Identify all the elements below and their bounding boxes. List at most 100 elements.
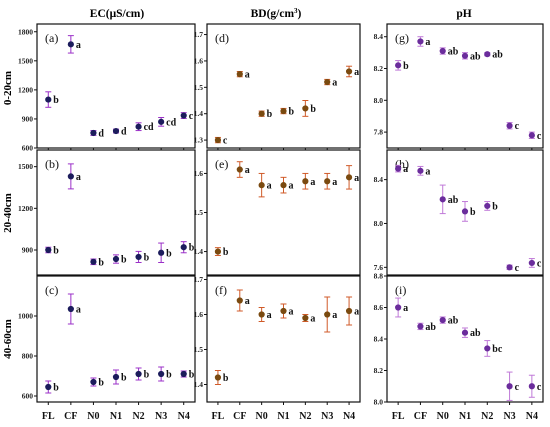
x-axis-labels: FL CF N0 N1 N2 N3 N4 FL CF N0 N1 N2 N3 N4 FL CF N0 N1 N2 N3… [42, 411, 538, 422]
significance-letter: a [76, 305, 81, 316]
marker [302, 314, 309, 322]
significance-letter: c [537, 382, 542, 393]
y-tick-label: 1500 [18, 56, 33, 65]
panel-frame [36, 275, 196, 403]
significance-letter: a [267, 181, 272, 192]
x-tick-label: N2 [481, 411, 493, 422]
y-tick-label: 1.4 [194, 109, 204, 118]
x-tick-label: N1 [110, 411, 122, 422]
data-point-FL: b [45, 380, 59, 394]
y-tick-label: 1.5 [194, 83, 204, 92]
marker [417, 323, 424, 330]
data-point-N1: b [461, 201, 476, 222]
data-point-N2: b [302, 100, 316, 117]
data-point-FL: b [395, 60, 409, 72]
significance-letter: d [121, 127, 127, 138]
significance-letter: c [537, 131, 542, 142]
data-point-CF: a [236, 161, 250, 178]
marker [506, 383, 513, 390]
marker [258, 182, 265, 189]
significance-letter: c [515, 263, 520, 274]
significance-letter: ab [448, 316, 459, 327]
panel-label: (a) [45, 31, 58, 45]
x-tick-label: N3 [321, 411, 333, 422]
panel-f: 1.4 1.5 1.6 1.7 (f) b a a a a a a [194, 275, 361, 405]
significance-letter: b [470, 207, 476, 218]
significance-letter: b [189, 243, 195, 254]
x-tick-label: N4 [526, 411, 538, 422]
panel-frame [36, 149, 196, 276]
data-point-CF: a [417, 165, 430, 177]
panel-frame [386, 275, 544, 403]
significance-letter: cd [144, 122, 154, 133]
data-point-N2: b [484, 201, 498, 212]
marker [180, 370, 187, 378]
data-point-CF: a [67, 293, 81, 325]
data-point-N3: a [324, 172, 337, 190]
significance-letter: ab [470, 328, 481, 339]
data-point-N4: c [528, 131, 542, 142]
x-tick-label: CF [233, 411, 246, 422]
marker [461, 208, 469, 215]
y-tick-label: 1.5 [194, 345, 204, 354]
y-tick-label: 1.5 [194, 208, 204, 217]
data-point-N1: ab [461, 51, 481, 62]
marker [439, 47, 446, 55]
marker [112, 373, 120, 381]
significance-letter: c [223, 136, 228, 147]
significance-letter: b [98, 378, 104, 389]
marker [439, 317, 446, 324]
data-point-N2: b [135, 250, 150, 263]
significance-letter: ab [425, 322, 436, 333]
marker [324, 311, 331, 318]
column-title-ph: pH [456, 8, 471, 20]
marker [135, 370, 142, 378]
marker [45, 246, 52, 254]
data-point-N3: b [158, 366, 172, 382]
marker [90, 129, 97, 137]
row-label-20-40cm: 20-40cm [2, 193, 14, 233]
data-point-N1: a [280, 176, 294, 194]
y-tick-label: 1000 [18, 312, 33, 321]
marker [236, 71, 243, 78]
marker [214, 136, 222, 144]
data-point-FL: a [395, 297, 408, 318]
significance-letter: b [53, 383, 59, 394]
data-point-CF: ab [417, 322, 436, 333]
significance-letter: c [515, 382, 520, 393]
data-point-N1: b [112, 369, 127, 385]
x-tick-label: N1 [459, 411, 471, 422]
significance-letter: b [166, 370, 172, 381]
x-tick-label: N0 [87, 411, 99, 422]
y-tick-label: 1200 [18, 85, 33, 94]
marker [484, 51, 491, 58]
y-tick-label: 8.4 [374, 175, 384, 184]
significance-letter: ab [448, 195, 459, 206]
significance-letter: b [189, 370, 195, 381]
significance-letter: a [354, 307, 359, 318]
data-point-N2: cd [135, 122, 154, 133]
significance-letter: a [332, 310, 337, 321]
marker [180, 112, 187, 119]
y-tick-label: 1.7 [194, 30, 204, 39]
data-point-FL: b [45, 91, 59, 108]
significance-letter: c [189, 111, 194, 122]
data-point-N4: c [528, 374, 542, 398]
marker [345, 174, 353, 181]
significance-letter: b [289, 107, 295, 118]
marker [45, 96, 52, 103]
marker [506, 122, 513, 129]
marker [280, 307, 287, 315]
marker [417, 38, 424, 45]
marker [484, 202, 491, 210]
marker [395, 304, 402, 311]
data-point-N0: a [258, 307, 272, 322]
column-title-bd: BD(g/cm3) [251, 7, 302, 20]
significance-letter: c [537, 258, 542, 269]
x-tick-label: FL [42, 411, 55, 422]
significance-letter: ab [492, 50, 503, 61]
significance-letter: b [144, 252, 150, 263]
significance-letter: cd [166, 117, 176, 128]
x-tick-label: N1 [277, 411, 289, 422]
